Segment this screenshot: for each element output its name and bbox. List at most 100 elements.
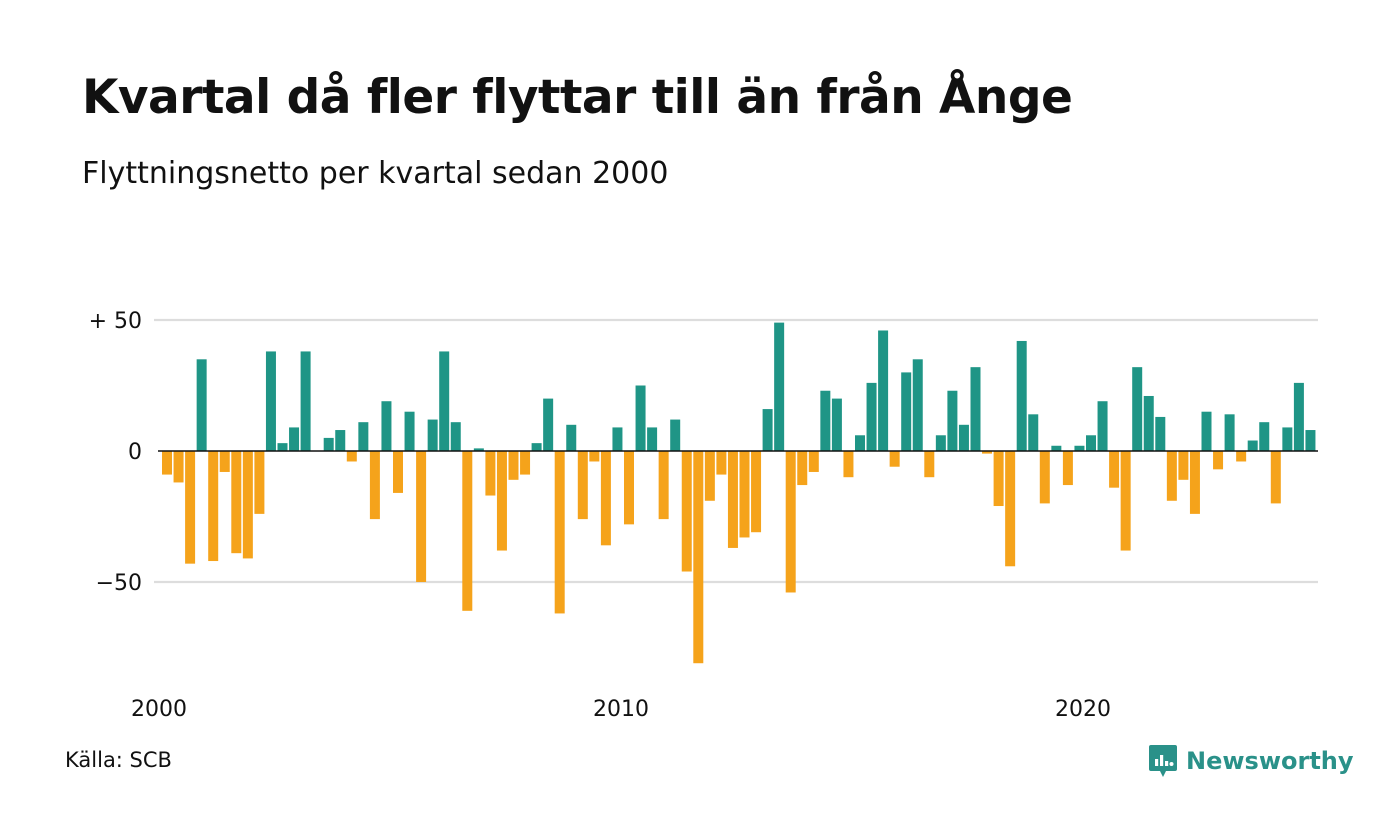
bar	[912, 359, 923, 451]
y-tick-label: + 50	[89, 309, 142, 334]
chart-title: Kvartal då fler flyttar till än från Ång…	[82, 70, 1073, 125]
bar	[797, 451, 808, 486]
x-tick-label: 2010	[593, 697, 649, 722]
bar	[843, 451, 854, 478]
bar	[1109, 451, 1120, 488]
y-tick-label: −50	[96, 571, 142, 596]
bar	[531, 443, 542, 451]
bar	[1224, 414, 1235, 451]
bar	[219, 451, 230, 472]
bar	[508, 451, 519, 480]
bar	[473, 448, 484, 451]
bar	[496, 451, 507, 551]
bar	[808, 451, 819, 472]
bar	[566, 424, 577, 451]
bar	[1132, 367, 1143, 451]
bar	[820, 390, 831, 451]
bar	[277, 443, 288, 451]
bar	[774, 322, 785, 451]
x-tick-label: 2000	[131, 697, 187, 722]
bar	[1270, 451, 1281, 504]
bar	[1293, 382, 1304, 451]
bar	[1062, 451, 1073, 486]
bar	[889, 451, 900, 467]
bar	[543, 398, 554, 451]
bar	[589, 451, 600, 462]
bar	[1189, 451, 1200, 514]
bar	[231, 451, 242, 554]
bars	[162, 322, 1316, 664]
bar	[300, 351, 311, 451]
bar	[681, 451, 692, 572]
bar	[439, 351, 450, 451]
bar	[323, 437, 334, 451]
bar	[831, 398, 842, 451]
bar	[716, 451, 727, 475]
bar	[450, 422, 461, 451]
bar	[196, 359, 207, 451]
bar	[658, 451, 669, 520]
bar	[1005, 451, 1016, 567]
bar	[1305, 430, 1316, 451]
bar	[577, 451, 588, 520]
bar	[335, 430, 346, 451]
bar	[878, 330, 889, 451]
bar	[1086, 435, 1096, 451]
bar	[1097, 401, 1108, 451]
bar	[970, 367, 981, 451]
newsworthy-logo-icon	[1149, 745, 1177, 777]
bar	[739, 451, 750, 538]
bar	[600, 451, 611, 546]
bar	[1039, 451, 1050, 504]
bar	[1028, 414, 1039, 451]
bar	[1213, 451, 1224, 470]
bar	[185, 451, 196, 564]
bar	[427, 419, 438, 451]
chart-subtitle: Flyttningsnetto per kvartal sedan 2000	[82, 156, 669, 191]
brand-logo[interactable]: Newsworthy	[1148, 744, 1354, 778]
y-tick-label: 0	[128, 440, 142, 465]
bar	[751, 451, 762, 533]
bar	[1178, 451, 1189, 480]
bar	[265, 351, 276, 451]
bar	[162, 451, 172, 475]
bar	[647, 427, 658, 451]
bar	[958, 424, 969, 451]
bar	[242, 451, 253, 559]
bar	[1201, 411, 1212, 451]
bar	[935, 435, 946, 451]
bar	[381, 401, 392, 451]
bar	[520, 451, 531, 475]
bar	[393, 451, 403, 493]
bar	[785, 451, 796, 593]
bar	[855, 435, 865, 451]
bar	[485, 451, 496, 496]
bar	[866, 382, 877, 451]
bar	[1143, 395, 1154, 451]
bar	[693, 451, 704, 664]
bar	[1259, 422, 1270, 451]
bar	[358, 422, 369, 451]
bar	[416, 451, 427, 582]
bar	[369, 451, 380, 520]
bar	[404, 411, 415, 451]
bar	[208, 451, 219, 562]
bar	[901, 372, 912, 451]
bar	[727, 451, 738, 548]
bar	[554, 451, 565, 614]
bar	[670, 419, 681, 451]
brand-name: Newsworthy	[1186, 747, 1354, 775]
bar	[1120, 451, 1131, 551]
gridlines	[154, 318, 1318, 584]
bar	[704, 451, 715, 501]
bar	[993, 451, 1004, 507]
axes: + 50 0 −50 2000 2010 2020	[89, 309, 1318, 722]
bar	[982, 451, 993, 454]
bar	[1166, 451, 1177, 501]
bar	[346, 451, 357, 462]
bar	[1155, 416, 1166, 451]
bar	[1236, 451, 1247, 462]
bar	[635, 385, 646, 451]
bar	[612, 427, 623, 451]
